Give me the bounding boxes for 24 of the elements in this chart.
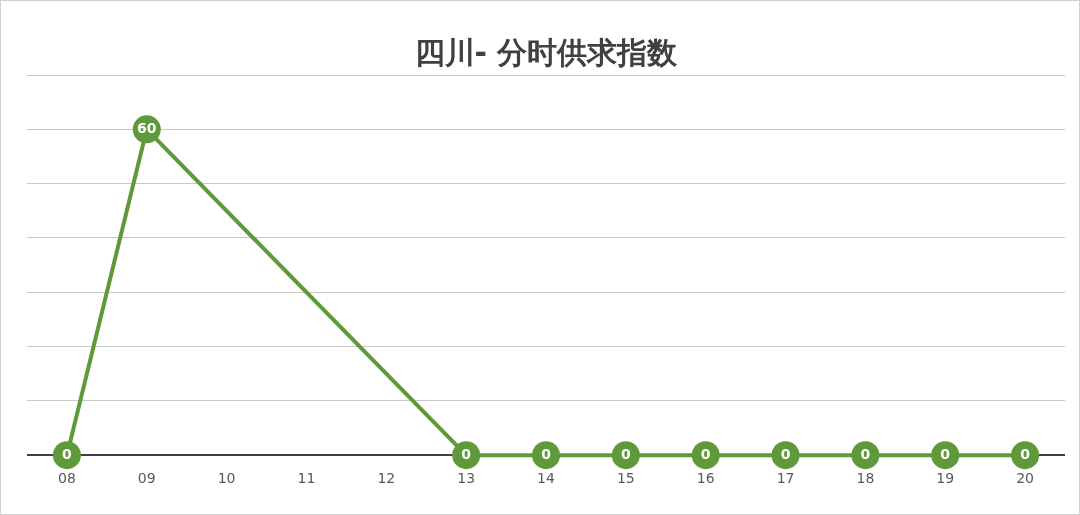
x-tick-label: 14 — [537, 470, 555, 487]
data-label: 0 — [620, 445, 631, 462]
x-tick-label: 19 — [936, 470, 955, 487]
x-tick-label: 16 — [696, 470, 715, 487]
data-label: 0 — [1020, 445, 1031, 462]
data-label: 60 — [137, 119, 157, 136]
x-tick-label: 13 — [457, 470, 476, 487]
chart-title: 四川- 分时供求指数 — [414, 34, 679, 70]
x-tick-label: 18 — [856, 470, 875, 487]
data-label: 0 — [700, 445, 711, 462]
data-label: 0 — [62, 445, 73, 462]
x-tick-label: 12 — [377, 470, 396, 487]
data-label: 0 — [860, 445, 871, 462]
data-label: 0 — [940, 445, 951, 462]
data-label: 0 — [461, 445, 472, 462]
x-tick-label: 17 — [776, 470, 795, 487]
x-tick-label: 08 — [58, 470, 76, 487]
x-tick-label: 09 — [137, 470, 156, 487]
data-label: 0 — [780, 445, 791, 462]
x-tick-label: 10 — [217, 470, 236, 487]
x-tick-label: 20 — [1016, 470, 1034, 487]
x-tick-label: 15 — [616, 470, 635, 487]
data-label: 0 — [541, 445, 552, 462]
x-tick-label: 11 — [297, 470, 316, 487]
